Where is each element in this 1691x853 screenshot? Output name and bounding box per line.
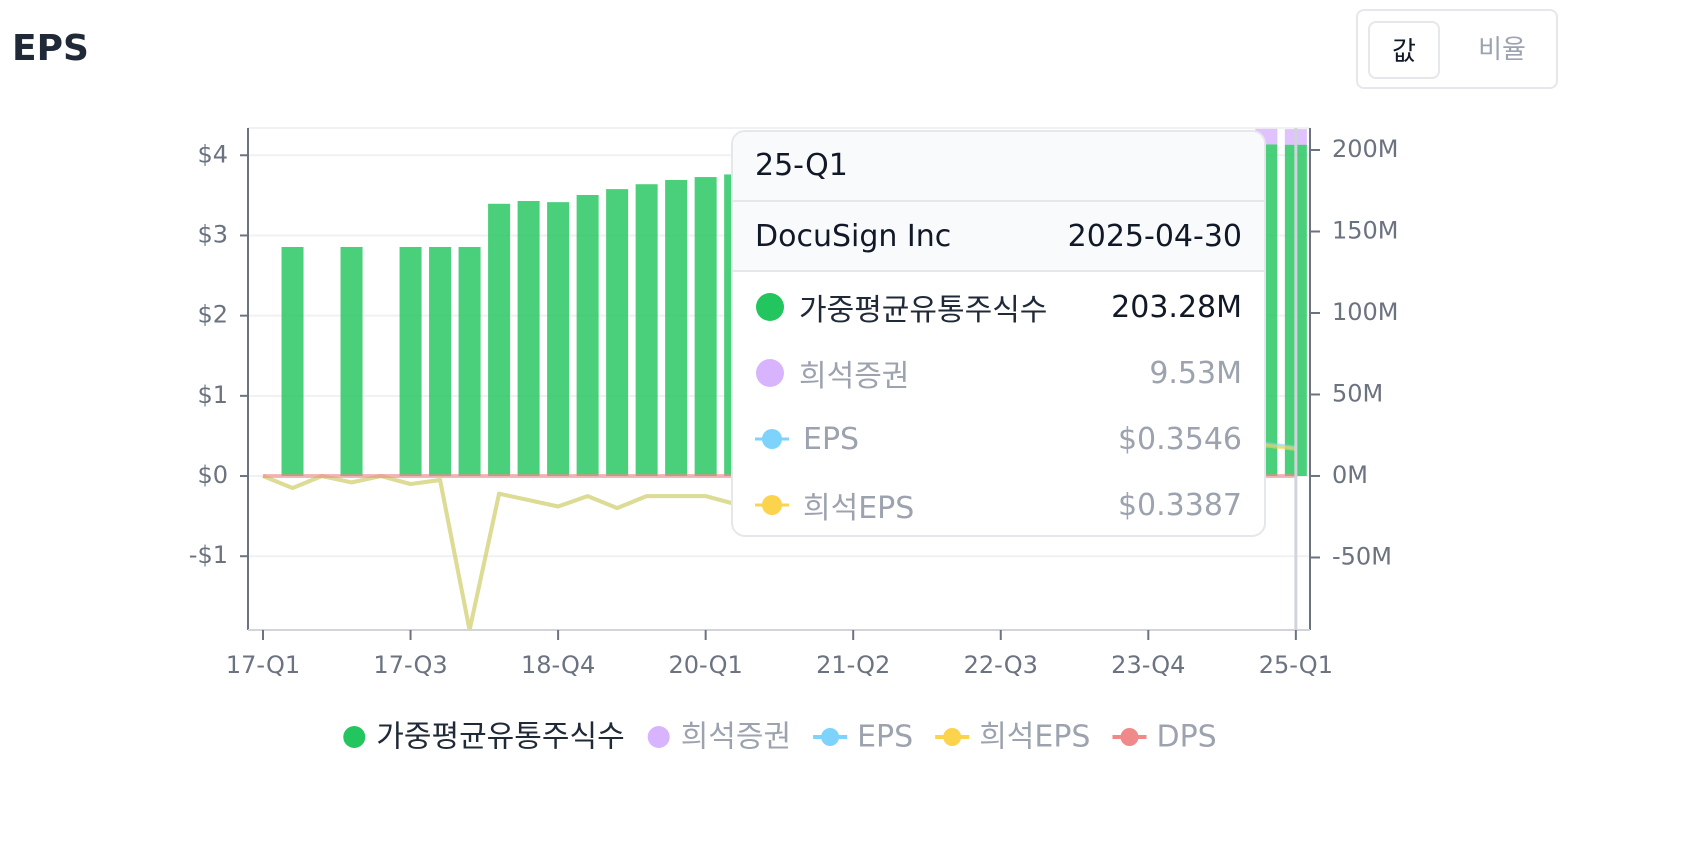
tooltip-marker [756,359,784,387]
tooltip-value: $0.3546 [1117,421,1242,457]
legend-label: 가중평균유통주식수 [376,720,624,755]
bar [547,202,570,476]
tooltip-label: 희석증권 [755,351,909,395]
tooltip-row: 가중평균유통주식수 203.28M [733,274,1264,340]
bar [429,246,452,476]
bar [458,246,481,476]
legend-label: EPS [857,720,913,755]
bar [399,246,422,476]
x-tick-label: 17-Q1 [226,651,300,679]
marker [756,359,784,387]
legend-item: DPS [1112,720,1217,755]
bar [606,189,629,476]
x-tick-label: 22-Q3 [964,651,1038,679]
bar [517,201,540,476]
tooltip-value: 9.53M [1149,355,1242,391]
y2-tick-label: 200M [1332,135,1399,163]
x-tick-label: 18-Q4 [521,651,595,679]
legend-marker [821,728,840,746]
tooltip-marker [756,293,784,321]
y-tick-label: $2 [197,301,228,329]
legend-item: 희석EPS [935,720,1090,755]
y2-tick-label: 50M [1332,379,1383,407]
x-tick-label: 21-Q2 [816,651,890,679]
series-name: 희석EPS [803,491,915,526]
tooltip-row: EPS $0.3546 [733,406,1264,472]
tooltip-rows: 가중평균유통주식수 203.28M 희석증권 9.53M EPS $0.3546 희석EPS… [733,272,1264,535]
tooltip: 25-Q1 DocuSign Inc 2025-04-30 가중평균유통주식수 203.… [731,130,1266,537]
x-tick-label: 17-Q3 [373,651,447,679]
legend-item: 희석증권 [647,720,791,755]
legend-item: 가중평균유통주식수 [343,720,625,755]
y2-tick-label: 150M [1332,216,1399,244]
bar [576,194,599,476]
tooltip-marker [755,495,789,515]
y2-tick-label: -50M [1332,542,1392,570]
marker [762,495,782,515]
legend-label: DPS [1156,720,1216,755]
y-tick-label: $4 [197,140,228,168]
bar [281,246,304,476]
x-tick-label: 20-Q1 [669,651,743,679]
tooltip-value: 203.28M [1111,289,1242,325]
page-title: EPS [12,28,89,69]
bar [340,246,363,476]
series-name: EPS [803,421,860,457]
legend-marker [1120,728,1139,746]
series-name: 가중평균유통주식수 [799,293,1048,328]
view-toggle: 값 비율 [1356,9,1558,89]
y2-tick-label: 0M [1332,461,1368,489]
report-date: 2025-04-30 [1067,218,1242,254]
tooltip-marker [755,429,789,449]
y2-tick-label: 100M [1332,298,1399,326]
tooltip-label: 희석EPS [755,483,914,527]
bar [694,177,717,476]
legend: 가중평균유통주식수 희석증권 EPS 희석EPS DPS [343,720,1217,755]
series-name: 희석증권 [799,359,910,394]
bar [488,203,511,476]
legend-label: 희석증권 [681,720,791,755]
marker [756,293,784,321]
tooltip-label: 가중평균유통주식수 [755,285,1047,329]
y-tick-label: $1 [197,381,228,409]
tooltip-label: EPS [755,422,859,457]
y-tick-label: -$1 [189,541,228,569]
legend-label: 희석EPS [979,720,1090,755]
legend-item: EPS [813,720,913,755]
bar [635,184,658,476]
y-tick-label: $3 [197,220,228,248]
tooltip-value: $0.3387 [1117,487,1242,523]
x-tick-label: 23-Q4 [1111,651,1185,679]
legend-marker [943,728,962,746]
toggle-button[interactable]: 값 [1368,21,1440,79]
company-name: DocuSign Inc [755,218,952,254]
toggle-button[interactable]: 비율 [1478,35,1526,65]
bar [665,179,688,476]
tooltip-title: 25-Q1 [733,132,1264,202]
x-tick-label: 25-Q1 [1259,651,1333,679]
marker [762,429,782,449]
legend-marker [343,726,366,748]
tooltip-company-row: DocuSign Inc 2025-04-30 [733,202,1264,272]
y-tick-label: $0 [197,461,228,489]
tooltip-row: 희석증권 9.53M [733,340,1264,406]
legend-marker [647,726,670,748]
tooltip-row: 희석EPS $0.3387 [733,472,1264,535]
